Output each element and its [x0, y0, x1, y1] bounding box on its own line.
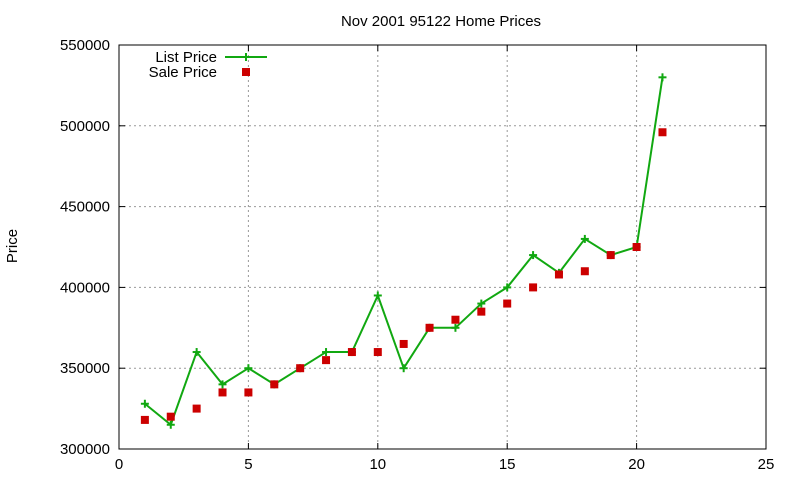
sale-price-point	[503, 299, 512, 308]
plot-area	[118, 44, 767, 450]
sale-price-point	[347, 348, 356, 357]
sale-price-point	[166, 412, 175, 421]
y-tick-label: 500000	[60, 118, 110, 135]
x-tick-label: 10	[369, 456, 386, 473]
sale-price-point	[373, 348, 382, 357]
list-price-point	[244, 364, 253, 373]
sale-price-point	[451, 315, 460, 324]
series-layer	[140, 73, 667, 429]
y-tick-label: 300000	[60, 441, 110, 458]
legend-square-marker	[242, 68, 250, 76]
list-price-point	[580, 234, 589, 243]
sale-price-point	[296, 364, 305, 373]
axes: 0 5 10 15 20 25 300000 350000 400000 450000 500000…	[60, 37, 774, 473]
list-price-line	[144, 77, 664, 426]
legend-label: Sale Price	[149, 64, 217, 81]
list-price-point	[399, 364, 408, 373]
sale-price-point	[580, 267, 589, 276]
x-tick-label: 15	[499, 456, 516, 473]
sale-price-point	[425, 323, 434, 332]
sale-price-point	[399, 339, 408, 348]
sale-price-point	[477, 307, 486, 316]
sale-price-point	[270, 380, 279, 389]
legend-label: List Price	[155, 49, 217, 66]
sale-price-point	[606, 251, 615, 260]
list-price-point	[503, 283, 512, 292]
sale-price-point	[140, 415, 149, 424]
list-price-point	[373, 291, 382, 300]
y-axis-label: Price	[4, 229, 21, 263]
list-price-point	[451, 323, 460, 332]
sale-price-point	[218, 388, 227, 397]
list-price-point	[529, 251, 538, 260]
x-tick-label: 0	[115, 456, 123, 473]
y-tick-label: 450000	[60, 199, 110, 216]
y-tick-label: 350000	[60, 360, 110, 377]
gridlines	[119, 45, 766, 449]
sale-price-point	[322, 356, 331, 365]
sale-price-point	[658, 128, 667, 137]
list-price-point	[166, 420, 175, 429]
sale-price-point	[192, 404, 201, 413]
chart-title: Nov 2001 95122 Home Prices	[341, 13, 541, 30]
x-tick-label: 20	[628, 456, 645, 473]
list-price-point	[658, 73, 667, 82]
list-price-point	[192, 348, 201, 357]
sale-price-point	[554, 270, 563, 279]
y-tick-label: 550000	[60, 37, 110, 54]
legend-plus-marker	[242, 53, 250, 61]
sale-price-point	[529, 283, 538, 292]
list-price-point	[477, 299, 486, 308]
x-tick-label: 25	[758, 456, 775, 473]
sale-price-point	[632, 243, 641, 251]
y-tick-label: 400000	[60, 279, 110, 296]
x-tick-label: 5	[244, 456, 252, 473]
list-price-point	[322, 348, 331, 357]
list-price-point	[218, 380, 227, 389]
list-price-point	[140, 399, 149, 408]
sale-price-point	[244, 388, 253, 397]
